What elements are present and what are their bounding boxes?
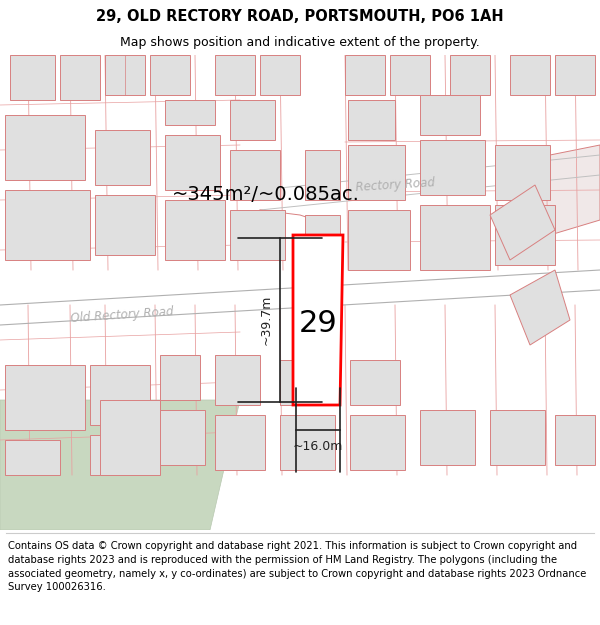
Polygon shape [150,55,190,95]
Polygon shape [490,185,555,260]
Polygon shape [5,440,60,475]
Polygon shape [420,95,480,135]
Text: 29, OLD RECTORY ROAD, PORTSMOUTH, PO6 1AH: 29, OLD RECTORY ROAD, PORTSMOUTH, PO6 1A… [96,9,504,24]
Polygon shape [350,360,400,405]
Polygon shape [5,115,85,180]
Text: ~345m²/~0.085ac.: ~345m²/~0.085ac. [172,186,360,204]
Polygon shape [260,55,300,95]
Text: Rectory Road: Rectory Road [355,176,435,194]
Polygon shape [165,200,225,260]
Polygon shape [215,55,255,95]
Polygon shape [348,100,395,140]
Polygon shape [160,410,205,465]
Polygon shape [510,145,600,235]
Polygon shape [230,100,275,140]
Polygon shape [230,150,280,200]
Polygon shape [105,55,145,95]
Polygon shape [350,415,405,470]
Polygon shape [100,400,160,475]
Polygon shape [348,210,410,270]
Polygon shape [165,135,220,190]
Polygon shape [95,130,150,185]
Polygon shape [420,410,475,465]
Polygon shape [5,365,85,430]
Polygon shape [510,55,550,95]
Text: ~16.0m: ~16.0m [293,440,343,453]
Polygon shape [95,195,155,255]
Polygon shape [5,190,90,260]
Polygon shape [215,355,260,405]
Polygon shape [420,205,490,270]
Polygon shape [490,410,545,465]
Polygon shape [293,235,343,405]
Text: Old Rectory Road: Old Rectory Road [70,305,174,325]
Text: ~39.7m: ~39.7m [260,295,273,345]
Polygon shape [390,55,430,95]
Polygon shape [510,270,570,345]
Polygon shape [495,205,555,265]
Polygon shape [90,365,150,425]
Polygon shape [10,55,55,100]
Polygon shape [348,145,405,200]
Polygon shape [165,100,215,125]
Polygon shape [555,55,595,95]
Polygon shape [305,150,340,200]
Text: 29: 29 [299,309,337,338]
Text: Map shows position and indicative extent of the property.: Map shows position and indicative extent… [120,36,480,49]
Polygon shape [160,355,200,400]
Polygon shape [305,215,340,260]
Polygon shape [230,210,285,260]
Polygon shape [215,415,265,470]
Polygon shape [280,360,330,405]
Text: Contains OS data © Crown copyright and database right 2021. This information is : Contains OS data © Crown copyright and d… [8,541,586,592]
Polygon shape [0,400,240,530]
Polygon shape [260,155,600,210]
Polygon shape [420,140,485,195]
Polygon shape [450,55,490,95]
Polygon shape [495,145,550,200]
Polygon shape [60,55,100,100]
Polygon shape [280,415,335,470]
Polygon shape [0,270,600,325]
Polygon shape [555,415,595,465]
Polygon shape [345,55,385,95]
Polygon shape [90,435,140,475]
